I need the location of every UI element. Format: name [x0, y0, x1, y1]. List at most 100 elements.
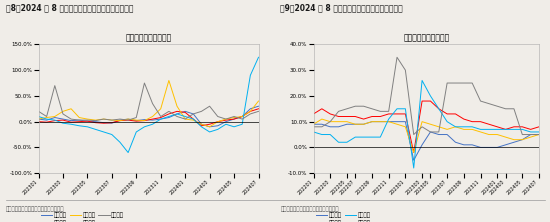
中国人保: [76, 119, 82, 121]
中国人寿: [174, 113, 180, 115]
中国平安: [101, 122, 107, 125]
太保财险: [444, 113, 450, 115]
众安在线: [536, 133, 542, 136]
Legend: 平安财险, 太保财险, 人保财险, 太平财险, 众安在线: 平安财险, 太保财险, 人保财险, 太平财险, 众安在线: [316, 212, 371, 222]
太保财险: [310, 113, 317, 115]
众安在线: [527, 133, 534, 136]
新华保险: [157, 118, 164, 120]
众安在线: [444, 82, 450, 84]
Text: 数据来源：各公司公告、开源证券研究所: 数据来源：各公司公告、开源证券研究所: [280, 206, 339, 212]
Line: 中国人寿: 中国人寿: [39, 106, 258, 127]
中国太保: [206, 125, 213, 128]
中国太保: [214, 120, 221, 123]
平安财险: [386, 120, 392, 123]
太平财险: [427, 95, 434, 97]
Line: 太平财险: 太平财险: [314, 80, 539, 168]
Line: 新华保险: 新华保险: [39, 57, 258, 153]
众安在线: [419, 125, 425, 128]
中国平安: [198, 125, 205, 127]
人保财险: [344, 120, 350, 123]
中国人保: [68, 118, 74, 120]
中国人保: [35, 110, 42, 113]
中国太保: [35, 118, 42, 120]
新华保险: [174, 113, 180, 115]
中国人保: [157, 115, 164, 118]
中国太保: [231, 116, 238, 119]
Line: 平安财险: 平安财险: [314, 122, 539, 160]
Legend: 中国人寿, 中国平安, 中国太保, 新华保险, 中国人保: 中国人寿, 中国平安, 中国太保, 新华保险, 中国人保: [41, 212, 124, 222]
新华保险: [255, 56, 262, 59]
Title: 单月寿险保费同比增速: 单月寿险保费同比增速: [125, 33, 172, 42]
中国平安: [149, 118, 156, 120]
太保财险: [386, 113, 392, 115]
平安财险: [436, 133, 442, 136]
太平财险: [336, 141, 342, 144]
中国人保: [174, 115, 180, 118]
众安在线: [460, 82, 467, 84]
太平财险: [436, 107, 442, 110]
太平财险: [486, 128, 492, 131]
太平财险: [402, 107, 409, 110]
新华保险: [214, 128, 221, 131]
中国人保: [59, 113, 66, 115]
新华保险: [198, 125, 205, 128]
太平财险: [510, 128, 517, 131]
中国太保: [141, 119, 148, 122]
人保财险: [377, 120, 383, 123]
Line: 中国平安: 中国平安: [39, 109, 258, 126]
太保财险: [510, 125, 517, 128]
新华保险: [125, 151, 131, 154]
众安在线: [394, 56, 400, 59]
人保财险: [402, 125, 409, 128]
新华保险: [190, 118, 196, 120]
新华保险: [59, 122, 66, 125]
众安在线: [510, 107, 517, 110]
中国平安: [239, 115, 245, 118]
中国人寿: [231, 118, 238, 120]
中国太保: [68, 107, 74, 110]
中国太保: [223, 118, 229, 120]
中国人保: [92, 119, 99, 122]
Text: 数据来源：各公司公告、开源证券研究所: 数据来源：各公司公告、开源证券研究所: [6, 206, 64, 212]
人保财险: [494, 133, 501, 136]
中国人寿: [255, 105, 262, 107]
太保财险: [344, 115, 350, 118]
太保财险: [527, 128, 534, 131]
中国平安: [214, 120, 221, 123]
中国人保: [166, 110, 172, 113]
太平财险: [494, 128, 501, 131]
中国人保: [52, 84, 58, 87]
中国人寿: [125, 118, 131, 120]
中国人保: [149, 102, 156, 105]
中国人保: [133, 116, 140, 119]
平安财险: [377, 120, 383, 123]
中国太保: [149, 115, 156, 118]
太平财险: [368, 136, 375, 139]
人保财险: [368, 120, 375, 123]
中国平安: [84, 120, 91, 123]
中国太保: [108, 119, 115, 121]
人保财险: [452, 125, 459, 128]
中国太保: [84, 118, 91, 120]
人保财险: [536, 133, 542, 136]
中国人寿: [35, 118, 42, 120]
中国人保: [101, 118, 107, 120]
中国人保: [190, 113, 196, 115]
平安财险: [510, 141, 517, 144]
中国人寿: [239, 115, 245, 118]
Text: 图8：2024 年 8 月部分上市险企寿险保费同比正增长: 图8：2024 年 8 月部分上市险企寿险保费同比正增长: [6, 3, 133, 12]
平安财险: [360, 123, 367, 126]
中国太保: [76, 116, 82, 119]
太平财险: [386, 118, 392, 120]
众安在线: [519, 133, 526, 136]
太平财险: [344, 141, 350, 144]
新华保险: [92, 128, 99, 131]
众安在线: [436, 131, 442, 133]
中国平安: [255, 107, 262, 110]
太保财险: [394, 113, 400, 115]
中国太保: [255, 100, 262, 102]
太保财险: [452, 113, 459, 115]
中国太保: [190, 119, 196, 121]
众安在线: [360, 105, 367, 107]
太平财险: [377, 136, 383, 139]
